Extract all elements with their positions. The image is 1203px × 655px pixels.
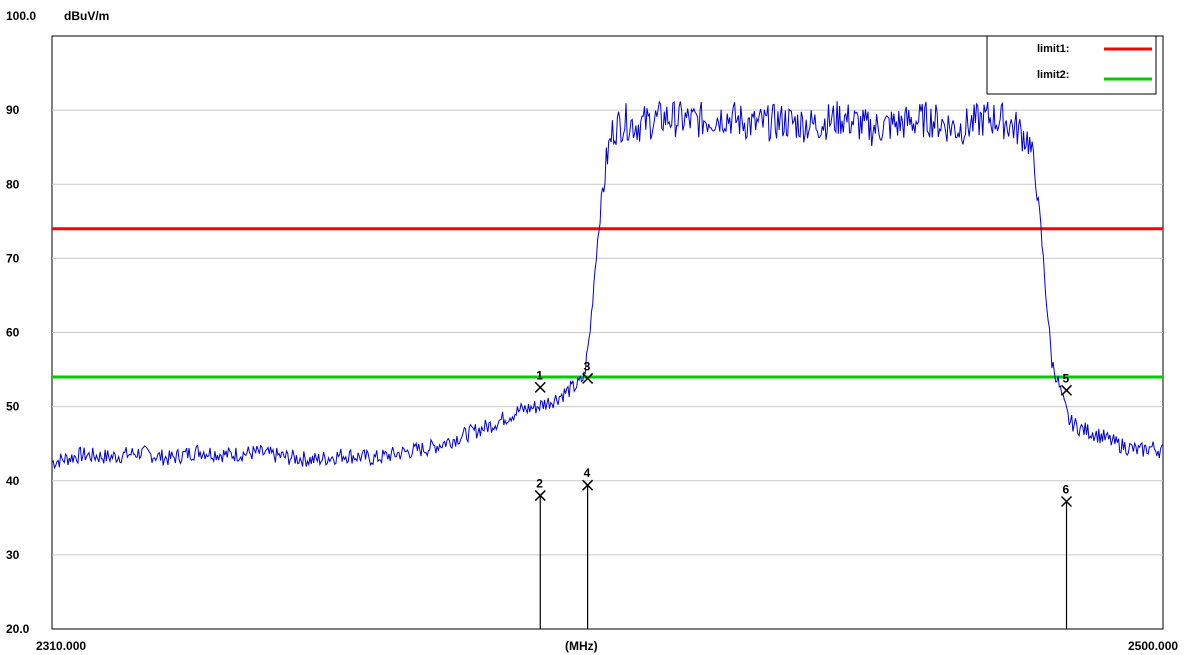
- spectrum-trace: [51, 100, 1164, 470]
- marker-x-symbol: [582, 372, 594, 384]
- x-axis-end-label: 2500.000: [1128, 639, 1178, 653]
- marker-5: 5: [1060, 371, 1073, 396]
- marker-4: 4: [582, 466, 594, 491]
- marker-label: 4: [584, 466, 591, 480]
- marker-1: 1: [534, 368, 546, 393]
- x-axis-unit-label: (MHz): [565, 639, 598, 653]
- marker-x-symbol: [1060, 384, 1073, 396]
- marker-x-symbol: [534, 490, 546, 502]
- legend: limit1: limit2:: [986, 35, 1157, 95]
- y-tick-label: 70: [6, 251, 20, 265]
- marker-x-symbol: [534, 381, 546, 393]
- y-tick-label: 20.0: [6, 622, 30, 636]
- marker-2: 2: [534, 477, 546, 502]
- marker-label: 5: [1063, 371, 1070, 385]
- y-tick-label: 50: [6, 400, 20, 414]
- y-tick-label: 90: [6, 103, 20, 117]
- y-tick-label: 60: [6, 326, 20, 340]
- legend-box: [986, 35, 1157, 95]
- limit-lines: [52, 227, 1163, 379]
- legend-label-limit1: limit1:: [1037, 43, 1069, 55]
- y-axis-max-label: 100.0: [6, 9, 36, 23]
- marker-3: 3: [582, 359, 594, 384]
- y-tick-label: 30: [6, 548, 20, 562]
- markers: 1 2 3 4 5 6: [534, 359, 1073, 508]
- y-tick-labels: 20.0 30 40 50 60 70 80 90: [6, 103, 30, 636]
- trace-layer: [51, 100, 1164, 470]
- y-tick-label: 40: [6, 474, 20, 488]
- y-tick-label: 80: [6, 177, 20, 191]
- marker-label: 3: [584, 359, 591, 373]
- marker-label: 6: [1063, 483, 1070, 497]
- marker-x-symbol: [582, 479, 594, 491]
- marker-label: 1: [536, 368, 543, 382]
- y-axis-unit-label: dBuV/m: [64, 9, 109, 23]
- marker-stems: [539, 485, 1068, 629]
- legend-label-limit2: limit2:: [1037, 69, 1069, 81]
- marker-x-symbol: [1060, 495, 1073, 508]
- marker-6: 6: [1060, 483, 1073, 508]
- x-axis-start-label: 2310.000: [36, 639, 86, 653]
- marker-label: 2: [536, 477, 543, 491]
